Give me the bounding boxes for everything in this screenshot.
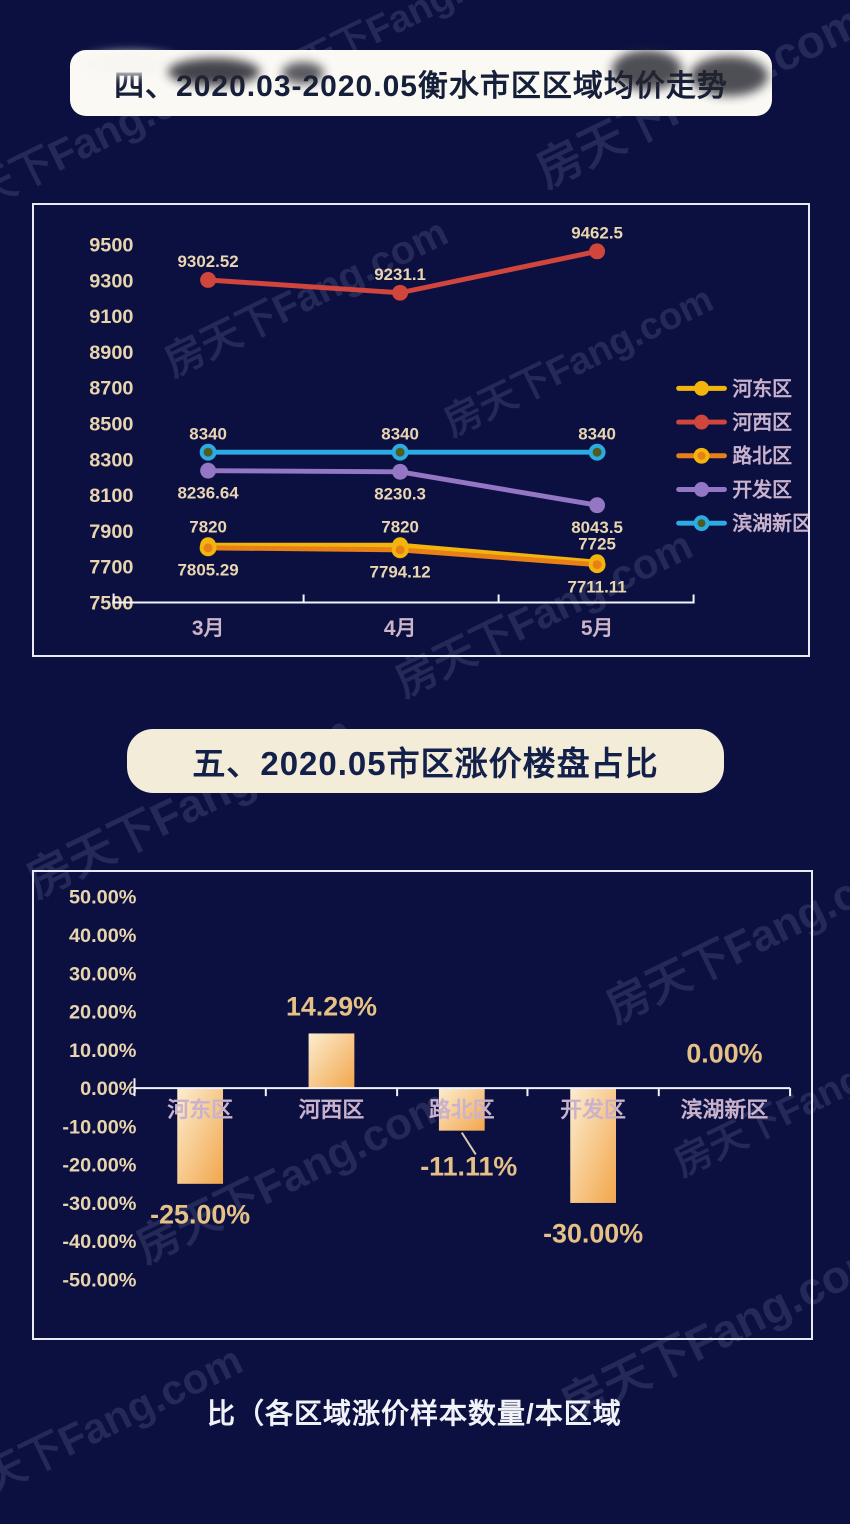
- data-point-marker: [588, 556, 606, 574]
- x-axis-category-label: 3月: [192, 617, 224, 640]
- data-point-label: 8340: [578, 424, 616, 443]
- y-axis-tick-label: 30.00%: [69, 963, 137, 985]
- y-axis-tick-label: 10.00%: [69, 1040, 137, 1062]
- data-point-label: 7805.29: [178, 561, 239, 580]
- line-chart: 7500 7700 7900 8100 8300 8500 8700 8900 9100 9300…: [89, 223, 808, 640]
- data-point-label: 9231.1: [374, 265, 426, 284]
- section2-title: 五、2020.05市区涨价楼盘占比: [192, 745, 659, 782]
- data-point-marker: [588, 443, 606, 461]
- bar-value-label: -25.00%: [150, 1200, 250, 1230]
- y-axis-tick-label: 9300: [89, 270, 133, 292]
- legend-marker: [693, 447, 710, 464]
- y-axis-tick-label: -50.00%: [62, 1269, 136, 1291]
- y-axis-tick-label: 8500: [89, 414, 133, 436]
- bar-chart: 50.00% 40.00% 30.00% 20.00% 10.00% 0.00% -10.0…: [62, 887, 792, 1291]
- legend-label: 河西区: [732, 412, 792, 434]
- footer-note: 比（各区域涨价样本数量/本区域: [207, 1398, 622, 1429]
- data-point-marker: [589, 243, 606, 260]
- y-axis-tick-label: -40.00%: [62, 1231, 136, 1253]
- data-point-marker: [200, 462, 217, 479]
- bar: [570, 1088, 617, 1203]
- line-chart-panel: 7500 7700 7900 8100 8300 8500 8700 8900 9100 9300…: [32, 203, 810, 657]
- y-axis-tick-label: 7700: [89, 557, 133, 579]
- data-point-marker: [391, 443, 409, 461]
- legend-marker: [694, 414, 710, 430]
- legend-marker: [693, 515, 710, 532]
- y-axis-tick-label: 8900: [89, 342, 133, 364]
- y-axis-tick-label: -20.00%: [62, 1155, 136, 1177]
- data-point-label: 7711.11: [567, 577, 626, 596]
- legend-label: 开发区: [732, 478, 792, 501]
- data-point-marker: [199, 539, 217, 557]
- y-axis-tick-label: 50.00%: [69, 887, 137, 909]
- data-point-marker: [392, 284, 409, 301]
- smudge-mark: [168, 58, 260, 86]
- data-point-label: 8340: [381, 424, 419, 443]
- legend-label: 路北区: [732, 445, 792, 468]
- data-point-label: 9302.52: [178, 252, 239, 271]
- x-axis-line: [112, 593, 695, 604]
- data-point-label: 8230.3: [374, 485, 426, 504]
- data-point-marker: [392, 463, 409, 480]
- x-axis-category-label: 路北区: [429, 1097, 495, 1122]
- bar: [177, 1088, 224, 1184]
- smudge-mark: [80, 52, 180, 76]
- x-axis-line: [133, 1078, 792, 1097]
- x-axis-category-label: 河西区: [299, 1097, 365, 1122]
- legend-marker: [694, 380, 710, 396]
- y-axis-tick-label: 9100: [89, 306, 133, 328]
- label-leader-line: [460, 1132, 477, 1155]
- data-point-label: 9462.5: [571, 223, 623, 242]
- y-axis-tick-label: -10.00%: [62, 1116, 136, 1138]
- smudge-mark: [690, 56, 768, 96]
- bar-value-label: 0.00%: [686, 1038, 762, 1068]
- data-point-label: 7820: [189, 517, 227, 536]
- y-axis-tick-label: 7900: [89, 521, 133, 543]
- y-axis-tick-label: 9500: [89, 235, 133, 257]
- bar: [438, 1088, 485, 1131]
- bar-value-label: 14.29%: [286, 992, 377, 1022]
- y-axis-tick-label: 20.00%: [69, 1002, 137, 1024]
- bar-value-label: -11.11%: [420, 1151, 517, 1181]
- data-point-label: 8043.5: [571, 518, 623, 537]
- y-axis-tick-label: -30.00%: [62, 1193, 136, 1215]
- bar-value-label: -30.00%: [543, 1219, 643, 1249]
- y-axis-tick-label: 8100: [89, 485, 133, 507]
- data-point-label: 8340: [189, 424, 227, 443]
- y-axis-tick-label: 40.00%: [69, 925, 137, 947]
- section2-title-pill: 五、2020.05市区涨价楼盘占比: [127, 729, 724, 793]
- x-axis-category-label: 滨湖新区: [681, 1097, 769, 1122]
- x-axis-category-label: 5月: [581, 617, 613, 640]
- x-axis-category-label: 河东区: [167, 1097, 233, 1122]
- data-point-label: 7794.12: [370, 563, 431, 582]
- bar: [308, 1033, 355, 1089]
- legend-label: 滨湖新区: [732, 512, 808, 535]
- bar-chart-panel: 50.00% 40.00% 30.00% 20.00% 10.00% 0.00% -10.0…: [32, 870, 813, 1340]
- data-point-marker: [589, 497, 606, 514]
- y-axis-tick-label: 0.00%: [80, 1078, 137, 1100]
- data-point-marker: [391, 541, 409, 559]
- y-axis-tick-label: 8300: [89, 449, 133, 471]
- legend-marker: [694, 482, 710, 497]
- data-point-label: 8236.64: [178, 483, 240, 502]
- legend-label: 河东区: [732, 377, 792, 400]
- smudge-mark: [282, 62, 324, 84]
- data-point-marker: [199, 443, 217, 461]
- x-axis-category-label: 开发区: [560, 1097, 626, 1122]
- y-axis-tick-label: 7500: [89, 592, 133, 614]
- data-point-label: 7820: [381, 517, 419, 536]
- smudge-mark: [612, 50, 682, 90]
- x-axis-category-label: 4月: [384, 617, 416, 640]
- data-point-marker: [200, 272, 217, 288]
- y-axis-tick-label: 8700: [89, 378, 133, 400]
- data-point-label: 7725: [578, 534, 616, 553]
